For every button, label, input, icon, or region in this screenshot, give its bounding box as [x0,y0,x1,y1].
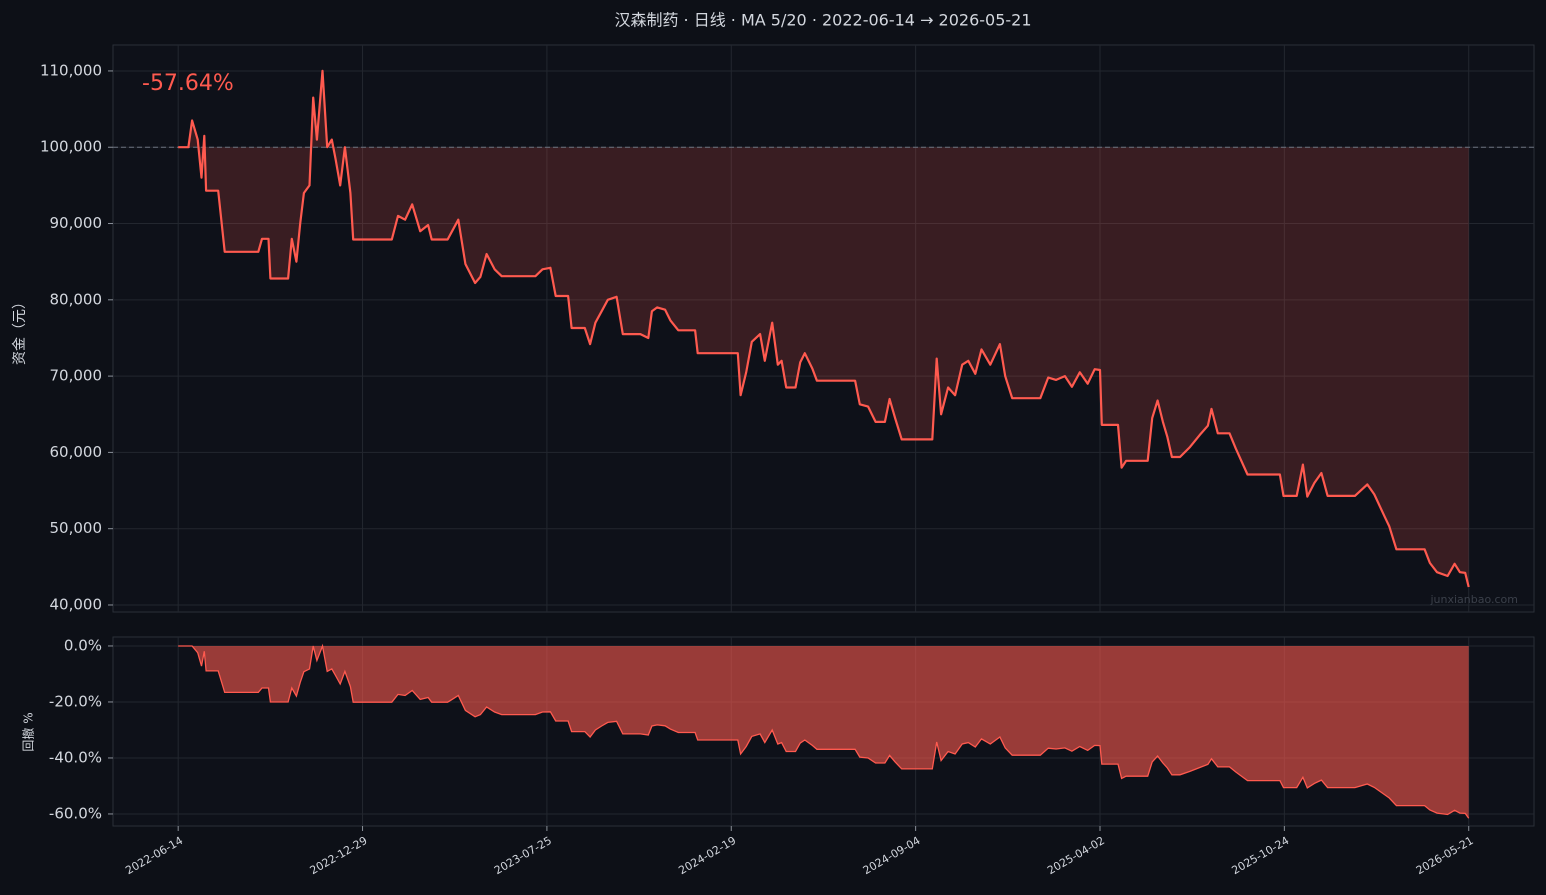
watermark: junxianbao.com [1429,593,1518,606]
y-tick-label: -20.0% [49,692,102,710]
plot-area [112,44,1535,613]
y-tick-label: 100,000 [40,138,102,156]
y-tick-label: 0.0% [64,636,102,654]
y-tick-label: 90,000 [50,214,103,232]
drawdown-line [178,643,1470,819]
annotation: -57.64% [142,71,234,96]
y-tick-label: -40.0% [49,748,102,766]
y-tick-label: 110,000 [40,61,102,79]
y-tick-label: 50,000 [50,519,103,537]
fill-area [178,70,1469,587]
drawdown-area [178,645,1469,819]
chart-title: 汉森制药 · 日线 · MA 5/20 · 2022-06-14 → 2026-… [614,11,1031,30]
y-tick-label: 40,000 [50,595,103,613]
y-tick-label: -60.0% [49,804,102,822]
y-tick-label: 60,000 [50,443,103,461]
y-axis-label: 资金（元） [12,295,28,365]
y-axis-label: 回撤 % [21,712,36,751]
y-tick-label: 80,000 [50,290,103,308]
equity-line [178,69,1470,588]
y-tick-label: 70,000 [50,367,103,385]
